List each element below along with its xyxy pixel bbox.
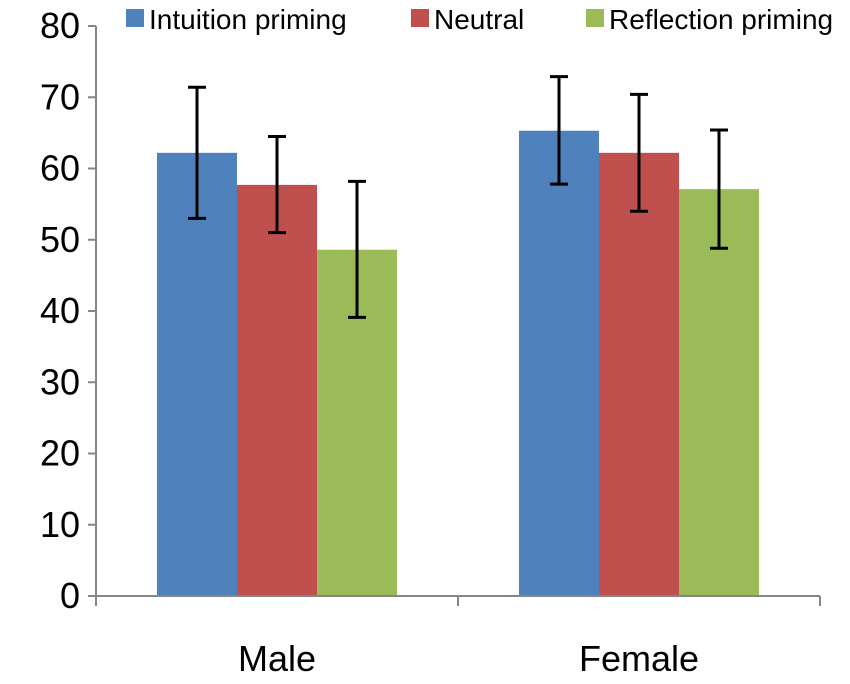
y-tick-label: 80 xyxy=(40,5,80,46)
error-bar-intuition-priming-female xyxy=(550,75,568,186)
bar-neutral-male xyxy=(237,184,317,596)
legend-item-neutral: Neutral xyxy=(411,4,524,35)
legend-swatch xyxy=(411,9,429,27)
error-bar-intuition-priming-male xyxy=(188,85,206,220)
y-tick-label: 70 xyxy=(40,76,80,117)
y-tick-label: 20 xyxy=(40,433,80,474)
bar-intuition-priming-male xyxy=(157,152,237,596)
y-tick-label: 40 xyxy=(40,290,80,331)
y-tick-label: 30 xyxy=(40,361,80,402)
x-category-label-male: Male xyxy=(238,638,316,679)
y-tick-label: 0 xyxy=(60,575,80,616)
error-bar-neutral-male xyxy=(268,134,286,235)
bar-neutral-female xyxy=(599,152,679,596)
error-bar-reflection-priming-female xyxy=(710,128,728,250)
legend-swatch xyxy=(126,9,144,27)
error-bar-reflection-priming-male xyxy=(348,179,366,319)
legend-label: Reflection priming xyxy=(609,4,833,35)
axis-labels: 0 10 20 30 40 50 60 70 80 Male Female xyxy=(40,5,699,679)
bar-intuition-priming-female xyxy=(519,130,599,597)
legend-item-reflection-priming: Reflection priming xyxy=(586,4,833,35)
axes xyxy=(88,25,821,606)
y-tick-label: 60 xyxy=(40,148,80,189)
error-bars xyxy=(188,75,728,319)
y-tick-label: 10 xyxy=(40,504,80,545)
bar-reflection-priming-female xyxy=(679,189,759,596)
legend-label: Neutral xyxy=(434,4,524,35)
legend-swatch xyxy=(586,9,604,27)
legend-label: Intuition priming xyxy=(149,4,347,35)
y-tick-label: 50 xyxy=(40,219,80,260)
legend: Intuition priming Neutral Reflection primi… xyxy=(126,4,833,35)
error-bar-neutral-female xyxy=(630,92,648,213)
x-category-label-female: Female xyxy=(579,638,699,679)
legend-item-intuition-priming: Intuition priming xyxy=(126,4,347,35)
bars xyxy=(157,130,759,597)
